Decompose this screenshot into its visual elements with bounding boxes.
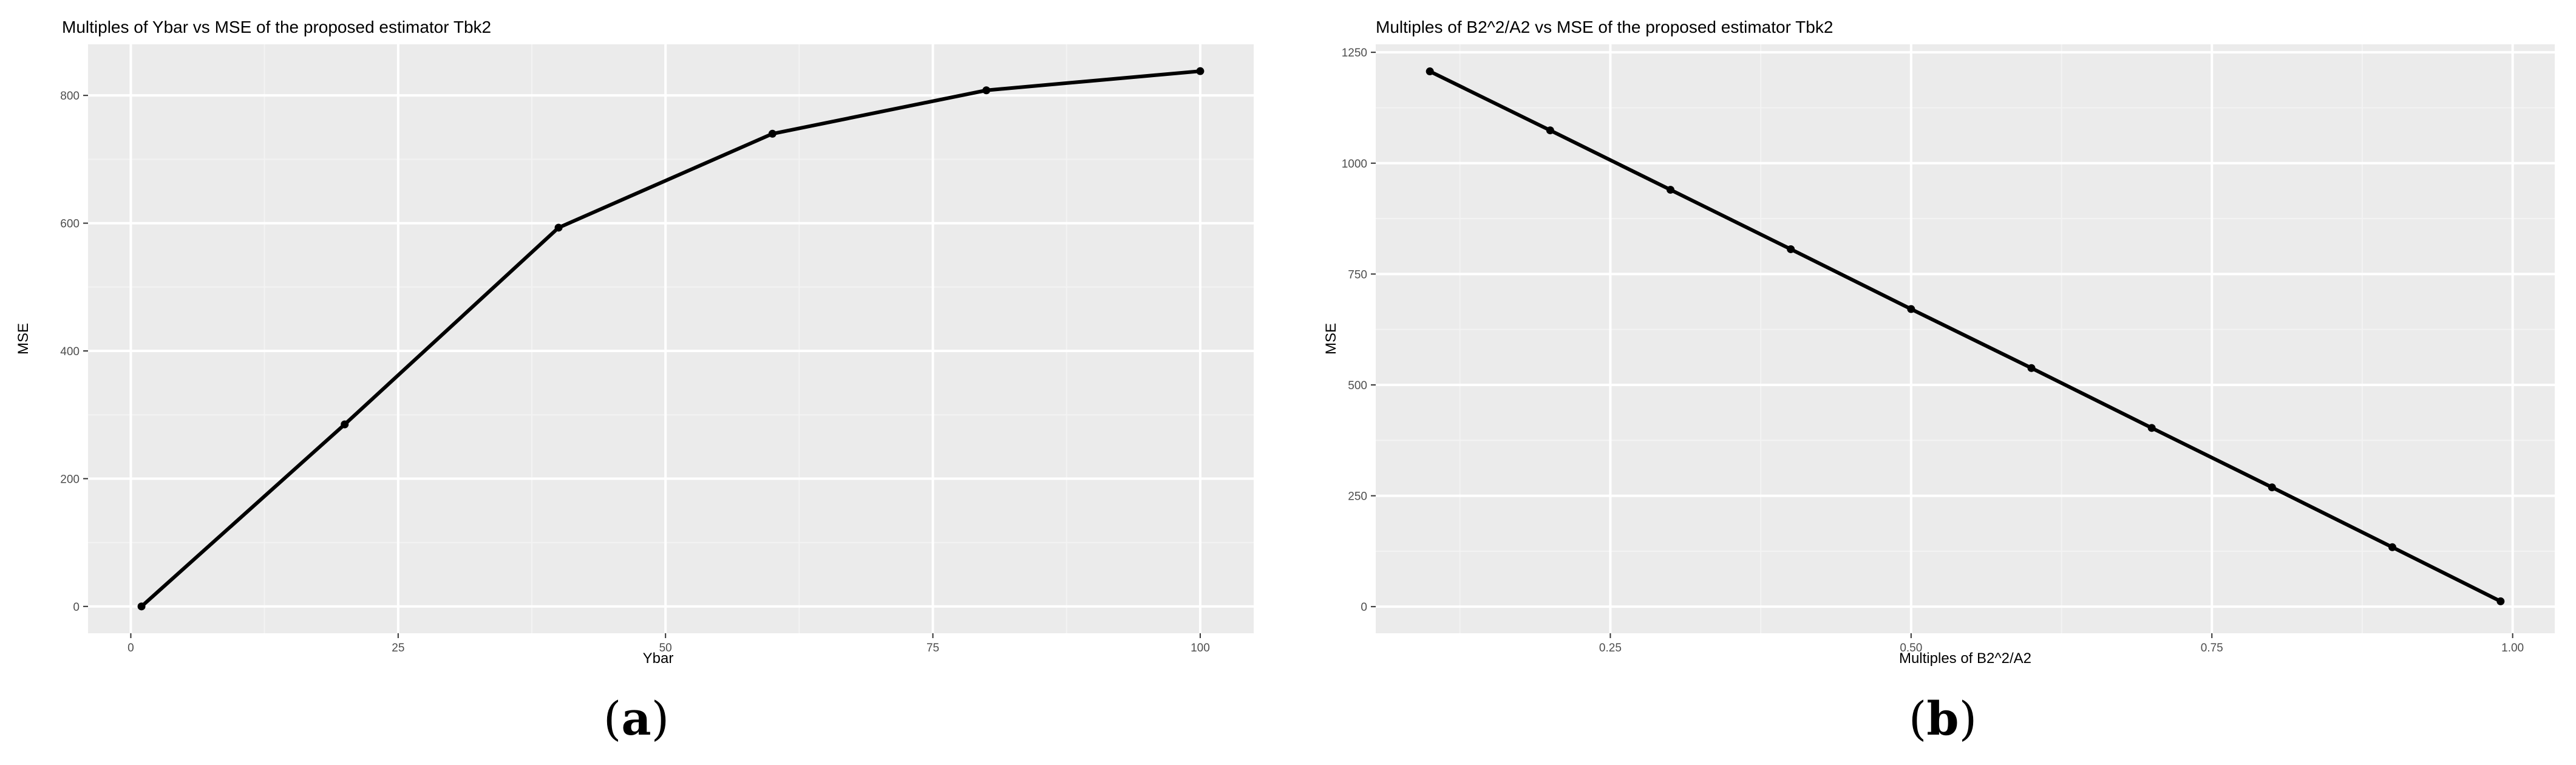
chart-b-panel-label-letter: b [1926, 692, 1959, 746]
chart-b-x-tick-label: 1.00 [2501, 642, 2524, 654]
chart-b-data-point [1426, 67, 1434, 76]
chart-a-grid [88, 44, 1254, 633]
chart-b-series-line [1429, 69, 2502, 604]
chart-b-data-point [2388, 543, 2396, 551]
chart-b-data-point [2496, 597, 2505, 605]
chart-a-plot-panel [88, 44, 1254, 633]
chart-a-x-axis-label: Ybar [643, 650, 674, 667]
chart-a-title: Multiples of Ybar vs MSE of the proposed… [62, 18, 491, 36]
chart-b-y-tick-label: 500 [1348, 379, 1367, 392]
chart-b-panel-label-close: ) [1959, 692, 1977, 746]
chart-a-y-tick-label: 0 [73, 601, 80, 614]
chart-b-data-point [1546, 126, 1554, 135]
chart-b-data-point [2027, 364, 2036, 372]
chart-b-y-tick-label: 0 [1361, 601, 1367, 614]
chart-a: Multiples of Ybar vs MSE of the proposed… [15, 18, 1254, 746]
chart-a-data-point [768, 129, 777, 138]
chart-a-y-axis-label: MSE [15, 323, 32, 355]
chart-a-data-point [554, 223, 563, 232]
chart-a-x-tick-label: 0 [127, 642, 134, 654]
chart-a-y-axis: 0 200 400 600 800 [60, 90, 88, 614]
chart-b-y-axis-label: MSE [1323, 323, 1339, 355]
chart-b-y-tick-label: 750 [1348, 268, 1367, 281]
chart-a-data-point [137, 602, 146, 611]
chart-a-y-tick-label: 200 [60, 473, 80, 486]
chart-b-points [1426, 67, 2505, 605]
chart-a-panel-label: (a) [603, 692, 670, 746]
chart-a-data-point [982, 86, 991, 95]
chart-b-x-tick-label: 0.50 [1900, 642, 1922, 654]
chart-a-x-tick-label: 50 [659, 642, 672, 654]
chart-b-panel-label-open: ( [1909, 692, 1927, 746]
chart-b-x-axis: 0.25 0.50 0.75 1.00 [1599, 633, 2524, 654]
chart-b-y-tick-label: 250 [1348, 491, 1367, 503]
chart-b-y-axis: 0 250 500 750 1000 1250 [1342, 47, 1376, 614]
chart-a-panel-label-close: ) [651, 692, 670, 746]
chart-a-x-axis: 0 25 50 75 100 [127, 633, 1210, 654]
chart-b-data-point [2268, 483, 2276, 492]
chart-b-x-tick-label: 0.75 [2201, 642, 2223, 654]
chart-b-y-tick-label: 1000 [1342, 158, 1367, 171]
chart-a-x-tick-label: 100 [1191, 642, 1210, 654]
chart-b-data-point [1787, 245, 1795, 253]
chart-a-y-tick-label: 600 [60, 218, 80, 231]
chart-b-data-point [1667, 186, 1674, 194]
chart-a-y-tick-label: 400 [60, 345, 80, 358]
chart-b-x-tick-label: 0.25 [1599, 642, 1622, 654]
chart-b-panel-label: (b) [1909, 692, 1977, 746]
chart-b-title: Multiples of B2^2/A2 vs MSE of the propo… [1376, 18, 1833, 36]
chart-a-data-point [341, 420, 349, 429]
chart-b-x-axis-label: Multiples of B2^2/A2 [1899, 650, 2031, 667]
chart-b-y-tick-label: 1250 [1342, 47, 1367, 59]
chart-a-points [137, 67, 1205, 611]
chart-a-panel-label-open: ( [603, 692, 622, 746]
chart-b-grid [1376, 44, 2555, 633]
chart-a-y-tick-label: 800 [60, 90, 80, 103]
chart-b-data-point [2147, 424, 2156, 432]
chart-a-series-line [140, 69, 1201, 608]
chart-a-panel-label-letter: a [621, 692, 651, 746]
chart-b: Multiples of B2^2/A2 vs MSE of the propo… [1323, 18, 2555, 746]
chart-a-x-tick-label: 25 [392, 642, 404, 654]
chart-a-x-tick-label: 75 [926, 642, 939, 654]
chart-a-data-point [1196, 67, 1205, 75]
chart-b-data-point [1907, 305, 1915, 313]
